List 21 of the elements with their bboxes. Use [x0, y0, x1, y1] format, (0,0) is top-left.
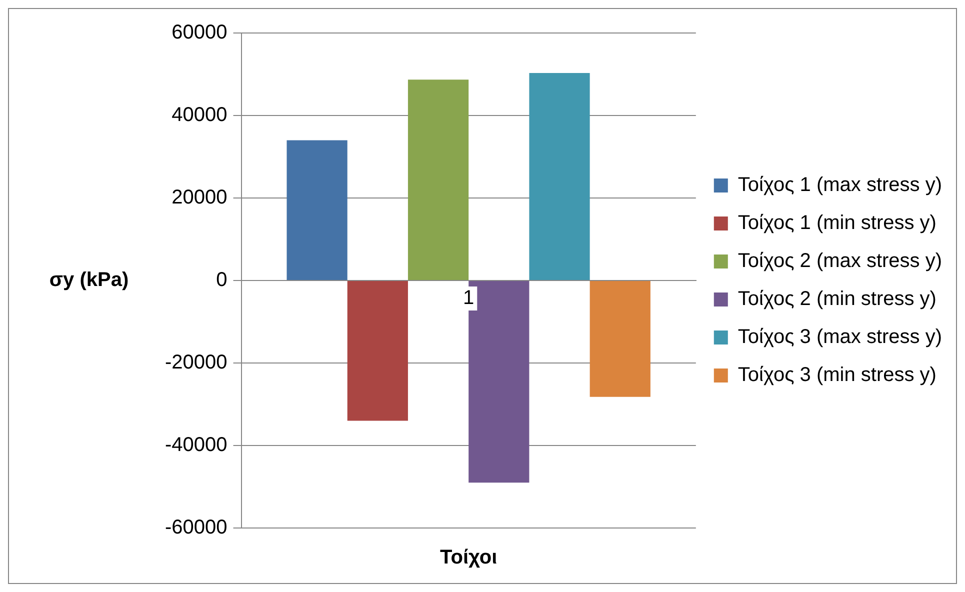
bar: [408, 80, 469, 280]
bar: [529, 73, 590, 280]
y-tick-label: -40000: [164, 434, 228, 456]
bar: [286, 140, 348, 280]
legend-label: Τοίχος 2 (max stress y): [738, 250, 942, 272]
legend-label: Τοίχος 2 (min stress y): [738, 288, 936, 310]
y-tick-label: -60000: [164, 516, 228, 539]
x-tick-label: 1: [463, 287, 474, 310]
y-tick-label: 60000: [172, 22, 228, 44]
legend-label: Τοίχος 1 (max stress y): [738, 174, 942, 196]
bar: [347, 281, 408, 421]
y-tick-label: 20000: [172, 186, 228, 209]
y-tick-label: 40000: [172, 104, 228, 126]
y-tick-label: -20000: [164, 352, 228, 374]
legend-label: Τοίχος 1 (min stress y): [738, 212, 936, 234]
x-axis-title: Τοίχοι: [440, 546, 498, 569]
legend-label: Τοίχος 3 (max stress y): [738, 326, 942, 348]
y-tick-label: 0: [216, 269, 228, 292]
bar: [590, 281, 650, 397]
legend-label: Τοίχος 3 (min stress y): [738, 364, 936, 386]
y-axis-title: σy (kPa): [49, 269, 129, 292]
